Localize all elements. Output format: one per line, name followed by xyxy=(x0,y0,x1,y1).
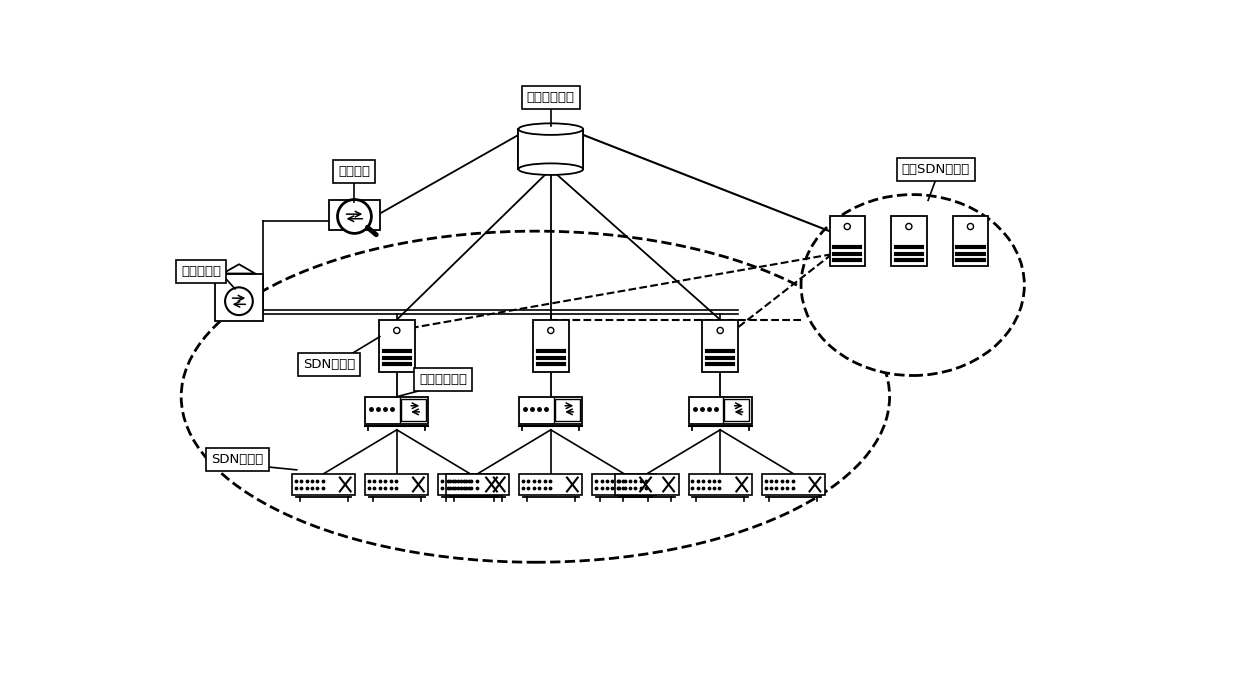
Bar xyxy=(401,399,425,421)
Circle shape xyxy=(337,200,372,234)
Bar xyxy=(379,320,414,372)
Text: 决策模块: 决策模块 xyxy=(339,165,371,178)
Bar xyxy=(688,397,751,424)
Bar xyxy=(520,397,583,424)
Bar xyxy=(703,320,738,372)
Circle shape xyxy=(967,223,973,230)
Circle shape xyxy=(394,327,399,333)
Polygon shape xyxy=(223,264,255,273)
Text: SDN控制器: SDN控制器 xyxy=(303,358,355,371)
Bar xyxy=(518,129,583,169)
Bar xyxy=(520,474,583,495)
Bar xyxy=(366,474,428,495)
Bar xyxy=(892,216,926,266)
Bar xyxy=(329,200,352,230)
Text: 预连接模块: 预连接模块 xyxy=(181,265,221,279)
Bar xyxy=(615,474,678,495)
Ellipse shape xyxy=(518,163,583,175)
Circle shape xyxy=(844,223,851,230)
Circle shape xyxy=(717,327,723,333)
Bar xyxy=(952,216,988,266)
Circle shape xyxy=(548,327,554,333)
Bar xyxy=(357,200,379,230)
Bar xyxy=(554,399,579,421)
Bar xyxy=(761,474,825,495)
Bar xyxy=(724,399,749,421)
Text: SDN交换机: SDN交换机 xyxy=(211,454,264,466)
Bar xyxy=(830,216,866,266)
Text: 全局备份模块: 全局备份模块 xyxy=(527,91,575,105)
Bar xyxy=(366,397,428,424)
Text: 冗余SDN控制器: 冗余SDN控制器 xyxy=(901,163,970,176)
Ellipse shape xyxy=(801,194,1024,375)
Circle shape xyxy=(226,288,253,315)
Text: 指令代理模块: 指令代理模块 xyxy=(419,373,467,386)
Bar xyxy=(215,273,263,321)
Circle shape xyxy=(905,223,911,230)
Bar xyxy=(293,474,355,495)
Bar xyxy=(446,474,510,495)
Bar xyxy=(593,474,656,495)
Bar xyxy=(533,320,568,372)
Bar xyxy=(688,474,751,495)
Ellipse shape xyxy=(518,124,583,135)
Bar xyxy=(439,474,501,495)
